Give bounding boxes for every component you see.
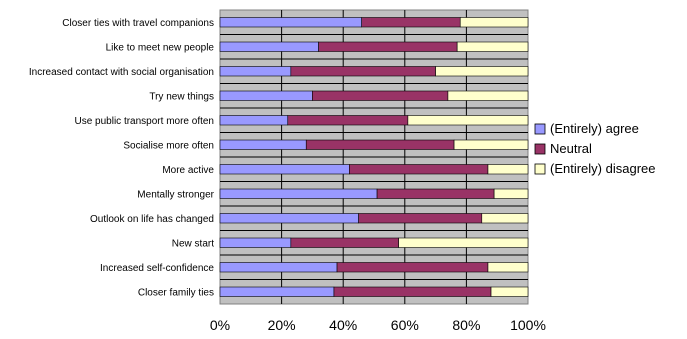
legend: (Entirely) agree Neutral (Entirely) disagr… (534, 121, 656, 176)
bar-segment-series-1 (305, 139, 455, 150)
x-tick-label: 100% (510, 317, 546, 333)
category-label: Increased contact with social organisati… (29, 67, 214, 78)
bar-segment-series-1 (290, 66, 436, 77)
bar-segment-series-2 (493, 188, 529, 199)
bar-segment-series-1 (290, 237, 399, 248)
legend-label: (Entirely) agree (550, 121, 639, 136)
bar-segment-series-2 (481, 213, 529, 224)
bar-segment-series-0 (219, 188, 378, 199)
category-label: Closer family ties (138, 287, 214, 298)
bar-segment-series-2 (407, 115, 529, 126)
bar-segment-series-1 (349, 164, 489, 175)
bar-segment-series-0 (219, 90, 313, 101)
bar-segment-series-0 (219, 66, 292, 77)
bar-segment-series-1 (318, 41, 458, 52)
bar-segment-series-1 (333, 286, 492, 297)
gridlines (220, 10, 528, 304)
x-tick-label: 80% (452, 317, 480, 333)
bar-segment-series-1 (287, 115, 409, 126)
bar-segment-series-2 (456, 41, 529, 52)
category-label: Mentally stronger (137, 189, 214, 200)
bar-segment-series-0 (219, 213, 359, 224)
category-labels: Closer ties with travel companions Like t… (29, 18, 215, 299)
bar-segment-series-0 (219, 41, 319, 52)
bar-segment-series-1 (336, 262, 489, 273)
category-label: New start (172, 238, 214, 249)
bar-segment-series-0 (219, 286, 335, 297)
bar-segment-series-0 (219, 262, 338, 273)
x-tick-label: 40% (329, 317, 357, 333)
bar-segment-series-0 (219, 17, 362, 28)
bar-segment-series-1 (358, 213, 483, 224)
bar-segment-series-2 (459, 17, 529, 28)
x-tick-label: 60% (391, 317, 419, 333)
bars (219, 17, 529, 297)
bar-segment-series-0 (219, 164, 350, 175)
legend-label: Neutral (550, 141, 592, 156)
bar-segment-series-2 (398, 237, 529, 248)
x-tick-label: 0% (210, 317, 230, 333)
bar-segment-series-1 (376, 188, 495, 199)
category-label: Outlook on life has changed (90, 214, 214, 225)
legend-swatch (534, 143, 546, 155)
bar-segment-series-2 (487, 262, 529, 273)
bar-segment-series-2 (447, 90, 529, 101)
bar-segment-series-0 (219, 115, 289, 126)
x-tick-label: 20% (268, 317, 296, 333)
category-label: Socialise more often (123, 140, 214, 151)
bar-segment-series-2 (435, 66, 529, 77)
x-axis-tick-labels: 0% 20% 40% 60% 80% 100% (210, 317, 546, 333)
legend-swatch (534, 123, 546, 135)
bar-segment-series-0 (219, 139, 307, 150)
category-label: Try new things (149, 91, 214, 102)
bar-segment-series-2 (490, 286, 529, 297)
category-label: Use public transport more often (74, 116, 214, 127)
bar-segment-series-1 (361, 17, 461, 28)
bar-segment-series-1 (312, 90, 449, 101)
bar-segment-series-2 (453, 139, 529, 150)
legend-label: (Entirely) disagree (550, 161, 656, 176)
category-label: Increased self-confidence (100, 263, 214, 274)
category-label: More active (162, 165, 214, 176)
bar-segment-series-0 (219, 237, 292, 248)
category-label: Like to meet new people (106, 42, 215, 53)
legend-swatch (534, 163, 546, 175)
bar-segment-series-2 (487, 164, 529, 175)
category-label: Closer ties with travel companions (62, 18, 214, 29)
